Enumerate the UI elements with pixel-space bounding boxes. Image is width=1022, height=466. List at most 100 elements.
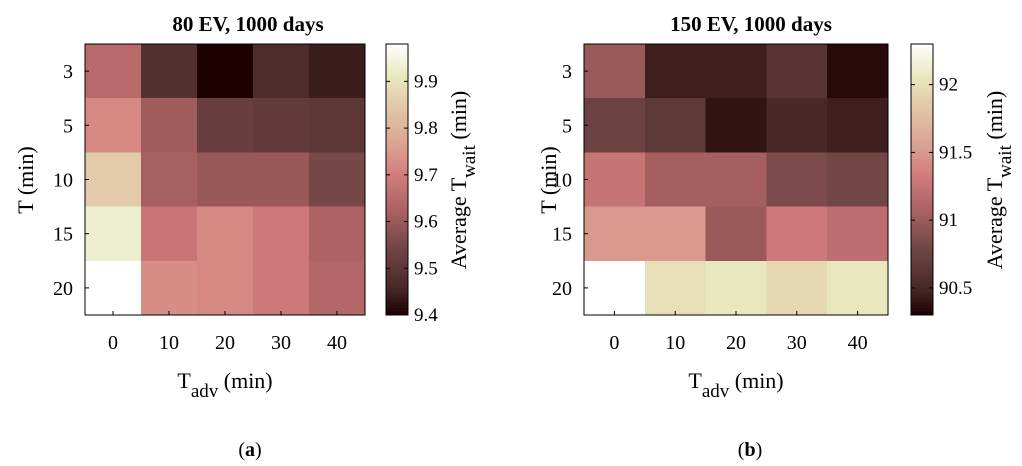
colorbar-segment <box>386 291 408 296</box>
heatmap-cell <box>644 152 707 208</box>
heatmap-cell <box>253 260 310 316</box>
colorbar-segment <box>386 142 408 147</box>
heatmap-cell <box>141 44 198 99</box>
colorbar-label: Average Twait (min) <box>982 91 1016 270</box>
colorbar-segment <box>911 176 933 180</box>
colorbar-segment <box>386 254 408 258</box>
heatmap-cell <box>309 44 366 99</box>
colorbar-segment <box>386 71 408 75</box>
colorbar-segment <box>386 165 408 170</box>
colorbar-segment <box>386 132 408 136</box>
colorbar-segment <box>386 216 408 221</box>
heatmap-cell <box>766 98 828 153</box>
colorbar-segment <box>911 240 933 245</box>
y-tick-label: 5 <box>562 115 572 137</box>
colorbar-segment <box>386 277 408 282</box>
colorbar-segment <box>911 291 933 296</box>
colorbar-segment <box>386 125 408 130</box>
colorbar-segment <box>386 98 408 103</box>
colorbar-segment <box>386 179 408 184</box>
colorbar-segment <box>911 257 933 262</box>
y-tick-label: 3 <box>63 61 73 83</box>
colorbar-segment <box>911 101 933 106</box>
colorbar-segment <box>386 54 408 59</box>
heatmap-cell <box>827 98 889 153</box>
colorbar-segment <box>386 115 408 120</box>
y-tick-label: 10 <box>53 170 73 192</box>
colorbar-segment <box>386 199 408 204</box>
heatmap-cell <box>309 98 366 153</box>
x-tick-label: 20 <box>215 332 235 354</box>
colorbar-segment <box>911 298 933 302</box>
colorbar-segment <box>386 247 408 252</box>
colorbar-segment <box>911 254 933 258</box>
colorbar-segment <box>386 44 408 48</box>
colorbar-segment <box>386 220 408 225</box>
colorbar-segment <box>911 132 933 136</box>
colorbar-segment <box>911 287 933 292</box>
panel-a: 80 EV, 1000 days 0 10 20 30 40 3 5 10 15 20 Tadv… <box>13 12 480 461</box>
colorbar-segment <box>386 250 408 255</box>
colorbar-segment <box>911 237 933 241</box>
y-tick-label: 5 <box>63 115 73 137</box>
colorbar-segment <box>386 77 408 82</box>
heatmap-cell <box>644 206 707 262</box>
colorbar-segment <box>386 287 408 292</box>
colorbar-tick-label: 91 <box>939 210 958 231</box>
y-ticks: 3 5 10 15 20 <box>552 61 588 300</box>
heatmap-cell <box>197 152 254 208</box>
heatmap-cell <box>584 152 646 208</box>
colorbar-segment <box>911 94 933 99</box>
colorbar-segment <box>911 243 933 248</box>
colorbar-segment <box>386 182 408 187</box>
colorbar-segment <box>386 67 408 72</box>
heatmap-cell <box>85 44 142 99</box>
colorbar: 90.5 91 91.5 92 <box>910 43 972 316</box>
heatmap-cell <box>766 152 828 208</box>
colorbar-segment <box>386 145 408 150</box>
colorbar-segment <box>911 121 933 126</box>
chart-title: 80 EV, 1000 days <box>172 12 323 36</box>
colorbar-segment <box>386 270 408 275</box>
colorbar-segment <box>911 220 933 225</box>
colorbar-segment <box>911 128 933 133</box>
colorbar-segment <box>911 179 933 184</box>
colorbar-segment <box>911 294 933 299</box>
heatmap-cell <box>584 206 646 262</box>
heatmap-cell <box>197 98 254 153</box>
colorbar-segment <box>911 50 933 55</box>
colorbar-segment <box>911 304 933 309</box>
colorbar-segment <box>911 270 933 275</box>
colorbar-segment <box>911 44 933 48</box>
panel-label: (a) <box>238 439 261 461</box>
colorbar-segment <box>911 60 933 65</box>
colorbar-tick-label: 9.4 <box>414 305 438 326</box>
heatmap-cell <box>766 44 828 99</box>
heatmap-cell <box>309 260 366 316</box>
heatmap-cell <box>705 206 767 262</box>
colorbar-segment <box>386 111 408 116</box>
colorbar-segment <box>386 237 408 241</box>
colorbar-segment <box>386 128 408 133</box>
colorbar-segment <box>911 135 933 140</box>
colorbar-segment <box>386 243 408 248</box>
colorbar-segment <box>911 54 933 59</box>
heatmap-cell <box>766 260 828 316</box>
colorbar-segment <box>911 108 933 113</box>
colorbar-segment <box>911 71 933 75</box>
heatmap-cell <box>85 206 142 262</box>
y-tick-label: 15 <box>552 224 572 246</box>
colorbar-segment <box>386 138 408 143</box>
x-tick-label: 20 <box>726 332 746 354</box>
y-axis-label: T (min) <box>13 146 38 213</box>
chart-title: 150 EV, 1000 days <box>670 12 832 36</box>
colorbar-segment <box>386 193 408 197</box>
colorbar-segment <box>386 308 408 313</box>
colorbar-segment <box>911 98 933 103</box>
colorbar-segment <box>911 209 933 214</box>
colorbar-segment <box>386 101 408 106</box>
panel-b: 150 EV, 1000 days 0 10 20 30 40 3 5 10 15 20 Tad… <box>536 12 1016 461</box>
colorbar-segment <box>911 81 933 86</box>
heatmap-cell <box>827 152 889 208</box>
colorbar-segment <box>911 159 933 164</box>
